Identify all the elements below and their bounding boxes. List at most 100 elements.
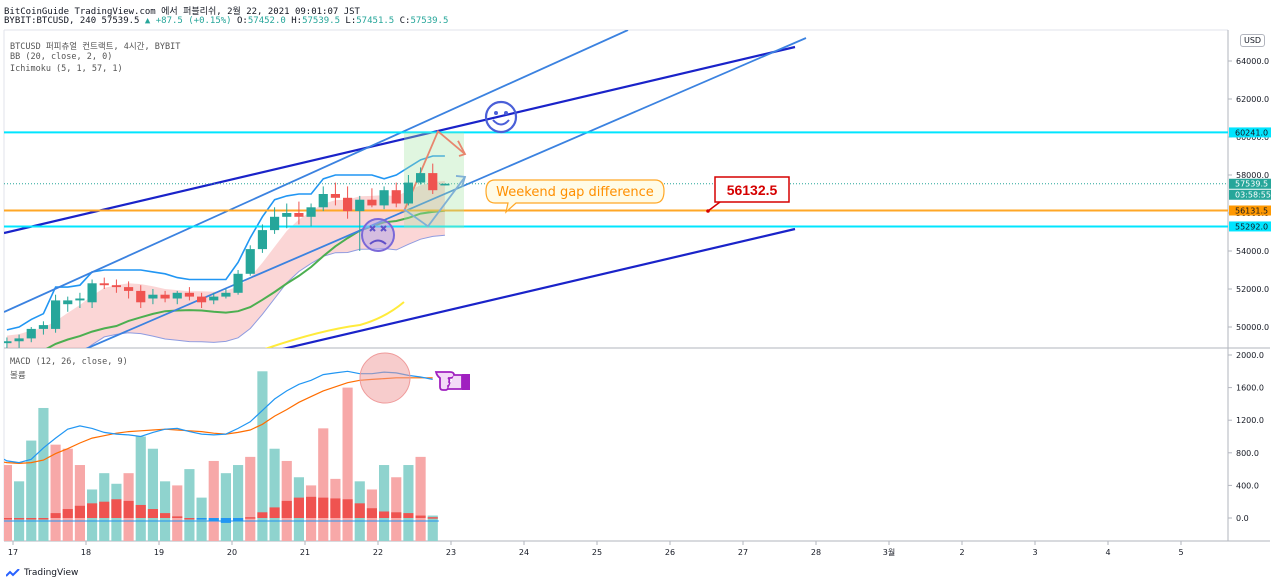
time-tick-label: 27 (738, 548, 748, 557)
histogram-bar (293, 497, 304, 518)
price-tick-label: 52000.0 (1236, 285, 1269, 294)
volume-bar (50, 444, 61, 541)
histogram-bar (208, 518, 219, 522)
time-tick-label: 25 (592, 548, 602, 557)
time-tick-label: 24 (519, 548, 529, 557)
time-tick-label: 19 (154, 548, 164, 557)
candle (416, 173, 426, 183)
price-callout-box (714, 176, 790, 203)
histogram-bar (281, 500, 292, 518)
volume-bar (342, 387, 353, 541)
candle (160, 294, 170, 299)
candle (294, 213, 304, 217)
histogram-legend[interactable]: 볼륨 (10, 371, 26, 381)
time-tick-label: 18 (81, 548, 91, 557)
histogram-bar (74, 505, 85, 518)
volume-bar (26, 440, 37, 541)
histogram-bar (245, 517, 256, 519)
volume-bar (172, 485, 183, 541)
volume-bar (74, 465, 85, 541)
close-label: C: (399, 16, 411, 26)
level-label-55292-bg (1229, 221, 1271, 232)
candle (306, 207, 316, 217)
brand-footer[interactable]: TradingView (6, 568, 78, 578)
candle (87, 283, 97, 303)
macd-tick-label: 1600.0 (1236, 384, 1264, 393)
time-tick-label: 4 (1105, 548, 1110, 557)
smiley-sad-mouth (369, 239, 387, 245)
ichimoku-legend[interactable]: Ichimoku (5, 1, 57, 1) (10, 64, 123, 74)
price-tick-label: 60000.0 (1236, 133, 1269, 142)
candle (330, 194, 340, 198)
candle (136, 290, 146, 303)
price-pane: Weekend gap difference 56132.5 (4, 30, 1228, 348)
volume-bar (38, 407, 49, 541)
publish-info: BitCoinGuide TradingView.com 에서 퍼블리쉬, 2월… (4, 7, 360, 17)
volume-bar (269, 448, 280, 541)
symbol-legend[interactable]: BTCUSD 퍼피츄얼 컨트랙트, 4시간, BYBIT (10, 42, 181, 52)
hand-cuff (462, 374, 470, 390)
candle (270, 216, 280, 231)
volume-bar (160, 481, 171, 541)
histogram-bar (257, 512, 268, 518)
callout-text: Weekend gap difference (496, 185, 654, 200)
smiley-happy-mouth (492, 119, 510, 126)
price-tick-label: 50000.0 (1236, 323, 1269, 332)
candle (75, 298, 85, 301)
candle (379, 190, 389, 206)
bb-legend[interactable]: BB (20, close, 2, 0) (10, 52, 113, 62)
histogram-bar (184, 518, 195, 520)
time-tick-label: 20 (227, 548, 237, 557)
volume-bar (220, 473, 231, 541)
histogram-bar (26, 518, 37, 520)
histogram-bar (14, 518, 25, 520)
candle (14, 338, 24, 342)
projection-down-arrow (403, 176, 466, 228)
hand-palm (448, 374, 463, 390)
yellow-line (264, 301, 405, 348)
candle (428, 173, 438, 191)
histogram-bar (379, 511, 390, 518)
price-callout-pointer (707, 201, 721, 212)
time-tick-label: 5 (1178, 548, 1183, 557)
low-label: L: (345, 16, 357, 26)
volume-bar (233, 465, 244, 541)
candle (99, 283, 109, 286)
candle (26, 328, 36, 339)
countdown-bg (1229, 189, 1271, 200)
histogram-bar (160, 513, 171, 518)
channel-top-line (4, 45, 796, 235)
price-callout-text: 56132.5 (727, 182, 778, 198)
macd-legend[interactable]: MACD (12, 26, close, 9) (10, 357, 128, 367)
parallel-lower-line (85, 37, 807, 348)
candle (221, 292, 231, 297)
current-price-label: 57539.5 (1235, 180, 1268, 189)
histogram-bar (111, 499, 122, 518)
macd-line (4, 370, 433, 464)
projection-up-arrow-head (457, 140, 467, 157)
pointing-hand-icon (434, 371, 470, 391)
histogram-bar (38, 518, 49, 520)
time-tick-label: 2 (959, 548, 964, 557)
candle (172, 292, 182, 299)
symbol-price: BYBIT:BTCUSD, 240 57539.5 (4, 16, 140, 26)
histogram-bar (342, 499, 353, 518)
histogram-bar (4, 518, 13, 520)
volume-bar (257, 371, 268, 541)
candle (184, 292, 194, 297)
candle (148, 294, 158, 299)
currency-button[interactable]: USD (1240, 34, 1266, 47)
histogram-bar (172, 516, 183, 518)
time-tick-label: 28 (811, 548, 821, 557)
candle (440, 183, 450, 186)
smiley-sad-eye (380, 225, 387, 232)
low-value: 57451.5 (356, 16, 395, 26)
highlight-circle (359, 352, 411, 404)
macd-tick-label: 400.0 (1236, 481, 1259, 490)
smiley-sad-icon (361, 218, 395, 252)
smiley-sad-eye (369, 225, 376, 232)
histogram-bar (306, 496, 317, 518)
histogram-bar (50, 513, 61, 518)
volume-bar (184, 469, 195, 541)
